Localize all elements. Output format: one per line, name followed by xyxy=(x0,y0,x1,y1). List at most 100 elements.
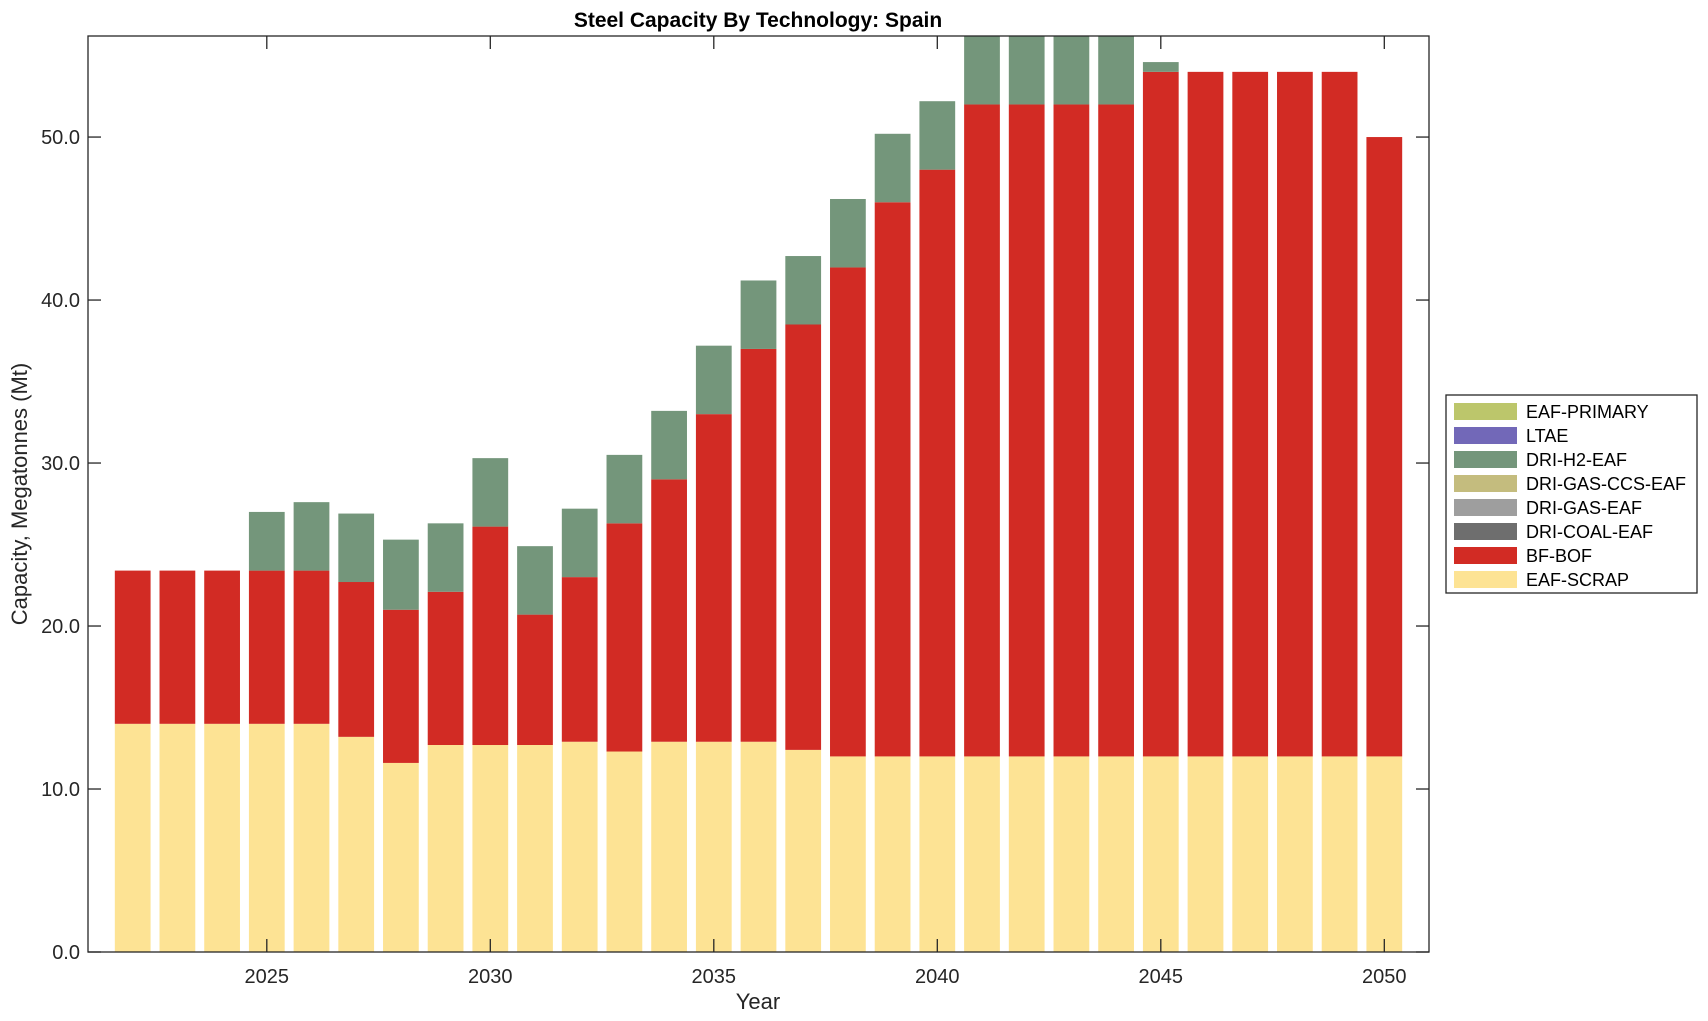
legend-swatch xyxy=(1454,427,1517,444)
bar-segment-bf-bof-2027 xyxy=(338,582,375,737)
bar-segment-bf-bof-2024 xyxy=(204,570,240,724)
bar-segment-dri-h2-eaf-2036 xyxy=(740,280,777,349)
x-tick-label: 2025 xyxy=(245,966,290,988)
bar-segment-eaf-scrap-2043 xyxy=(1053,756,1090,952)
bar-segment-bf-bof-2039 xyxy=(874,202,911,757)
bar-segment-eaf-scrap-2037 xyxy=(785,749,822,952)
bar-segment-eaf-scrap-2047 xyxy=(1232,756,1269,952)
x-axis-title: Year xyxy=(736,989,780,1014)
legend-item-bf-bof: BF-BOF xyxy=(1454,546,1592,566)
y-tick-label: 10.0 xyxy=(41,779,80,801)
bar-segment-eaf-scrap-2032 xyxy=(561,741,598,952)
bar-segment-eaf-scrap-2035 xyxy=(695,741,732,952)
bar-segment-eaf-scrap-2034 xyxy=(651,741,687,952)
legend-item-dri-h2-eaf: DRI-H2-EAF xyxy=(1454,450,1627,470)
bar-segment-eaf-scrap-2050 xyxy=(1366,756,1403,952)
legend-swatch xyxy=(1454,523,1517,540)
y-tick-label: 20.0 xyxy=(41,616,80,638)
legend-swatch xyxy=(1454,451,1517,468)
bar-segment-dri-h2-eaf-2044 xyxy=(1098,36,1134,105)
x-axis: 2025 2030 2035 2040 2045 2050 xyxy=(245,36,1407,988)
y-tick-label: 50.0 xyxy=(41,127,80,149)
legend-swatch xyxy=(1454,403,1517,420)
bar-segment-bf-bof-2047 xyxy=(1232,71,1269,757)
bar-segment-bf-bof-2044 xyxy=(1098,104,1134,757)
bar-segment-bf-bof-2048 xyxy=(1277,71,1313,757)
x-tick-label: 2050 xyxy=(1362,966,1407,988)
bar-segment-dri-h2-eaf-2042 xyxy=(1008,36,1045,105)
bar-segment-bf-bof-2031 xyxy=(517,614,553,745)
bar-segment-eaf-scrap-2036 xyxy=(740,741,777,952)
legend-item-ltae: LTAE xyxy=(1454,426,1568,446)
bar-segment-eaf-scrap-2022 xyxy=(114,723,151,952)
legend-label: LTAE xyxy=(1526,426,1568,446)
bar-segment-bf-bof-2037 xyxy=(785,324,822,750)
bar-segment-dri-h2-eaf-2031 xyxy=(517,546,553,615)
bar-segment-bf-bof-2036 xyxy=(740,348,777,742)
bars-layer xyxy=(114,36,1403,952)
bar-segment-eaf-scrap-2023 xyxy=(159,723,196,952)
bar-segment-eaf-scrap-2030 xyxy=(472,745,509,952)
bar-segment-eaf-scrap-2045 xyxy=(1142,756,1179,952)
bar-segment-eaf-scrap-2039 xyxy=(874,756,911,952)
bar-segment-eaf-scrap-2042 xyxy=(1008,756,1045,952)
bar-segment-eaf-scrap-2024 xyxy=(204,723,240,952)
bar-segment-dri-h2-eaf-2045 xyxy=(1142,62,1179,72)
bar-segment-dri-h2-eaf-2026 xyxy=(293,502,330,571)
bar-segment-dri-h2-eaf-2032 xyxy=(561,508,598,578)
legend-item-dri-gas-ccs-eaf: DRI-GAS-CCS-EAF xyxy=(1454,474,1686,494)
bar-segment-bf-bof-2033 xyxy=(606,523,643,752)
legend-swatch xyxy=(1454,547,1517,564)
bar-segment-dri-h2-eaf-2040 xyxy=(919,101,956,170)
bar-segment-dri-h2-eaf-2043 xyxy=(1053,36,1090,105)
bar-segment-bf-bof-2022 xyxy=(114,570,151,724)
bar-segment-eaf-scrap-2046 xyxy=(1187,756,1224,952)
y-tick-label: 40.0 xyxy=(41,290,80,312)
legend-item-eaf-scrap: EAF-SCRAP xyxy=(1454,570,1629,590)
bar-segment-eaf-scrap-2049 xyxy=(1321,756,1358,952)
x-tick-label: 2045 xyxy=(1139,966,1184,988)
bar-segment-dri-h2-eaf-2033 xyxy=(606,454,643,524)
bar-segment-bf-bof-2035 xyxy=(695,414,732,742)
bar-segment-bf-bof-2043 xyxy=(1053,104,1090,757)
bar-segment-dri-h2-eaf-2025 xyxy=(248,511,285,571)
legend-label: DRI-H2-EAF xyxy=(1526,450,1627,470)
bar-segment-dri-h2-eaf-2030 xyxy=(472,458,509,527)
x-tick-label: 2030 xyxy=(468,966,513,988)
legend-label: DRI-GAS-EAF xyxy=(1526,498,1642,518)
bar-segment-bf-bof-2050 xyxy=(1366,137,1403,757)
legend-swatch xyxy=(1454,499,1517,516)
bar-segment-dri-h2-eaf-2041 xyxy=(964,36,1000,105)
bar-segment-eaf-scrap-2029 xyxy=(427,745,464,952)
legend: EAF-PRIMARY LTAE DRI-H2-EAF DRI-GAS-CCS-EAF… xyxy=(1445,394,1698,594)
plot-frame xyxy=(87,35,1430,953)
x-tick-label: 2035 xyxy=(692,966,737,988)
bar-segment-eaf-scrap-2026 xyxy=(293,723,330,952)
bar-segment-bf-bof-2046 xyxy=(1187,71,1224,757)
bar-segment-dri-h2-eaf-2034 xyxy=(651,410,687,480)
bar-segment-dri-h2-eaf-2035 xyxy=(695,345,732,415)
bar-segment-eaf-scrap-2040 xyxy=(919,756,956,952)
bar-segment-bf-bof-2028 xyxy=(383,609,419,763)
bar-segment-bf-bof-2023 xyxy=(159,570,196,724)
bar-segment-dri-h2-eaf-2027 xyxy=(338,513,375,583)
legend-label: DRI-GAS-CCS-EAF xyxy=(1526,474,1686,494)
bar-segment-bf-bof-2040 xyxy=(919,169,956,757)
legend-label: EAF-PRIMARY xyxy=(1526,402,1649,422)
bar-segment-eaf-scrap-2025 xyxy=(248,723,285,952)
bar-segment-bf-bof-2034 xyxy=(651,479,687,742)
legend-item-dri-coal-eaf: DRI-COAL-EAF xyxy=(1454,522,1653,542)
bar-segment-bf-bof-2042 xyxy=(1008,104,1045,757)
chart-title: Steel Capacity By Technology: Spain xyxy=(574,9,942,32)
bar-segment-eaf-scrap-2041 xyxy=(964,756,1000,952)
legend-swatch xyxy=(1454,571,1517,588)
legend-swatch xyxy=(1454,475,1517,492)
bar-segment-eaf-scrap-2031 xyxy=(517,745,553,952)
legend-item-eaf-primary: EAF-PRIMARY xyxy=(1454,402,1649,422)
y-axis-title: Capacity, Megatonnes (Mt) xyxy=(7,363,32,625)
legend-label: BF-BOF xyxy=(1526,546,1592,566)
bar-segment-bf-bof-2026 xyxy=(293,570,330,724)
bar-segment-bf-bof-2030 xyxy=(472,526,509,746)
bar-segment-bf-bof-2041 xyxy=(964,104,1000,757)
